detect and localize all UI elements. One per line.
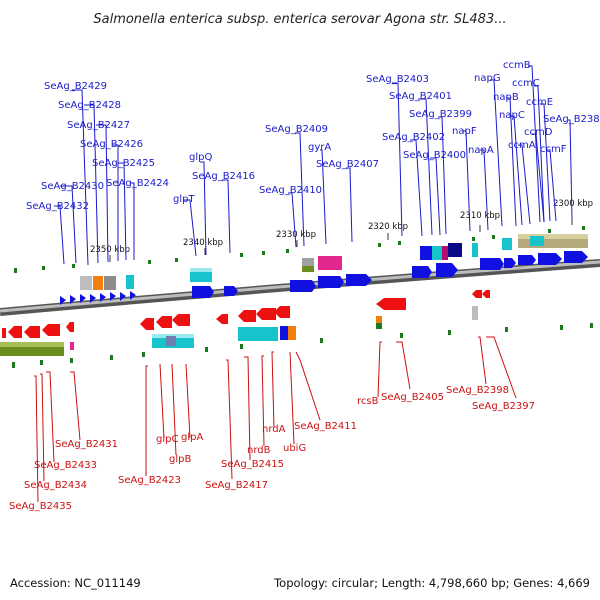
minus-strand-features [0,306,478,356]
gene-label: SeAg_B2403 [366,74,429,85]
gene-label: SeAg_B2430 [41,181,104,192]
gene-label: SeAg_B2401 [389,91,452,102]
gene-label: SeAg_B2424 [106,178,169,189]
minus-strand-genes [2,290,490,338]
gene-label: ccmB [503,60,531,71]
gene-label: SeAg_B2417 [205,480,268,491]
gene-label: nrdB [247,445,271,456]
plus-label-connectors [54,65,573,266]
scale-ticks: 2350 kbp 2340 kbp 2330 kbp 2320 kbp 2310… [90,199,593,262]
gene-label: glpA [181,432,203,443]
gene-label: ubiG [283,443,306,454]
tick-label: 2310 kbp [460,211,500,221]
minus-label-connectors [34,336,517,503]
plus-strand-genes [60,251,588,305]
gene-label: ccmA [508,140,536,151]
gene-label: SeAg_B2434 [24,480,87,491]
plus-gene-labels: SeAg_B2429 SeAg_B2428 SeAg_B2427 SeAg_B2… [26,60,600,212]
gene-label: SeAg_B2402 [382,132,445,143]
gene-label: ccmE [526,97,553,108]
gene-label: SeAg_B2433 [34,460,97,471]
gene-label: ccmD [524,127,553,138]
gene-label: SeAg_B2400 [403,150,466,161]
tick-label: 2350 kbp [90,245,130,255]
accession-text: Accession: NC_011149 [10,576,141,590]
map-title: Salmonella enterica subsp. enterica sero… [93,12,506,27]
gene-label: SeAg_B2415 [221,459,284,470]
gene-label: napF [452,126,477,137]
gene-label: SeAg_B2423 [118,475,181,486]
gene-label: SeAg_B2425 [92,158,155,169]
gene-label: SeAg_B2407 [316,159,379,170]
gene-label: SeAg_B2399 [409,109,472,120]
gene-label: SeAg_B2383 [543,114,600,125]
gene-label: SeAg_B2428 [58,100,121,111]
gene-label: ccmC [512,78,540,89]
gc-track-upper [14,226,585,273]
gene-label: glpC [156,434,178,445]
tick-label: 2330 kbp [276,230,316,240]
gene-label: glpQ [189,152,212,163]
tick-label: 2300 kbp [553,199,593,209]
gene-label: gyrA [308,142,331,153]
gene-label: glpT [173,194,195,205]
gene-label: SeAg_B2410 [259,185,322,196]
gene-label: rcsB [357,396,379,407]
gene-label: SeAg_B2426 [80,139,143,150]
gene-label: SeAg_B2411 [294,421,357,432]
gene-label: SeAg_B2405 [381,392,444,403]
gene-label: napC [499,110,525,121]
gene-label: napG [474,73,501,84]
plus-strand-features [80,234,588,290]
gene-label: SeAg_B2409 [265,124,328,135]
gene-label: napB [493,92,519,103]
gene-label: SeAg_B2432 [26,201,89,212]
gene-label: glpB [169,454,191,465]
gene-label: SeAg_B2427 [67,120,130,131]
gene-label: SeAg_B2397 [472,401,535,412]
gene-label: SeAg_B2398 [446,385,509,396]
gene-label: nrdA [262,424,286,435]
gc-track-lower [12,323,593,368]
gene-label: SeAg_B2431 [55,439,118,450]
gene-label: SeAg_B2429 [44,81,107,92]
gene-label: ccmF [540,144,567,155]
gene-label: napA [468,145,494,156]
topology-text: Topology: circular; Length: 4,798,660 bp… [274,576,590,590]
tick-label: 2340 kbp [183,238,223,248]
minus-gene-labels: SeAg_B2431 SeAg_B2433 SeAg_B2434 SeAg_B2… [9,385,535,512]
gene-label: SeAg_B2416 [192,171,255,182]
gene-label: SeAg_B2435 [9,501,72,512]
tick-label: 2320 kbp [368,222,408,232]
